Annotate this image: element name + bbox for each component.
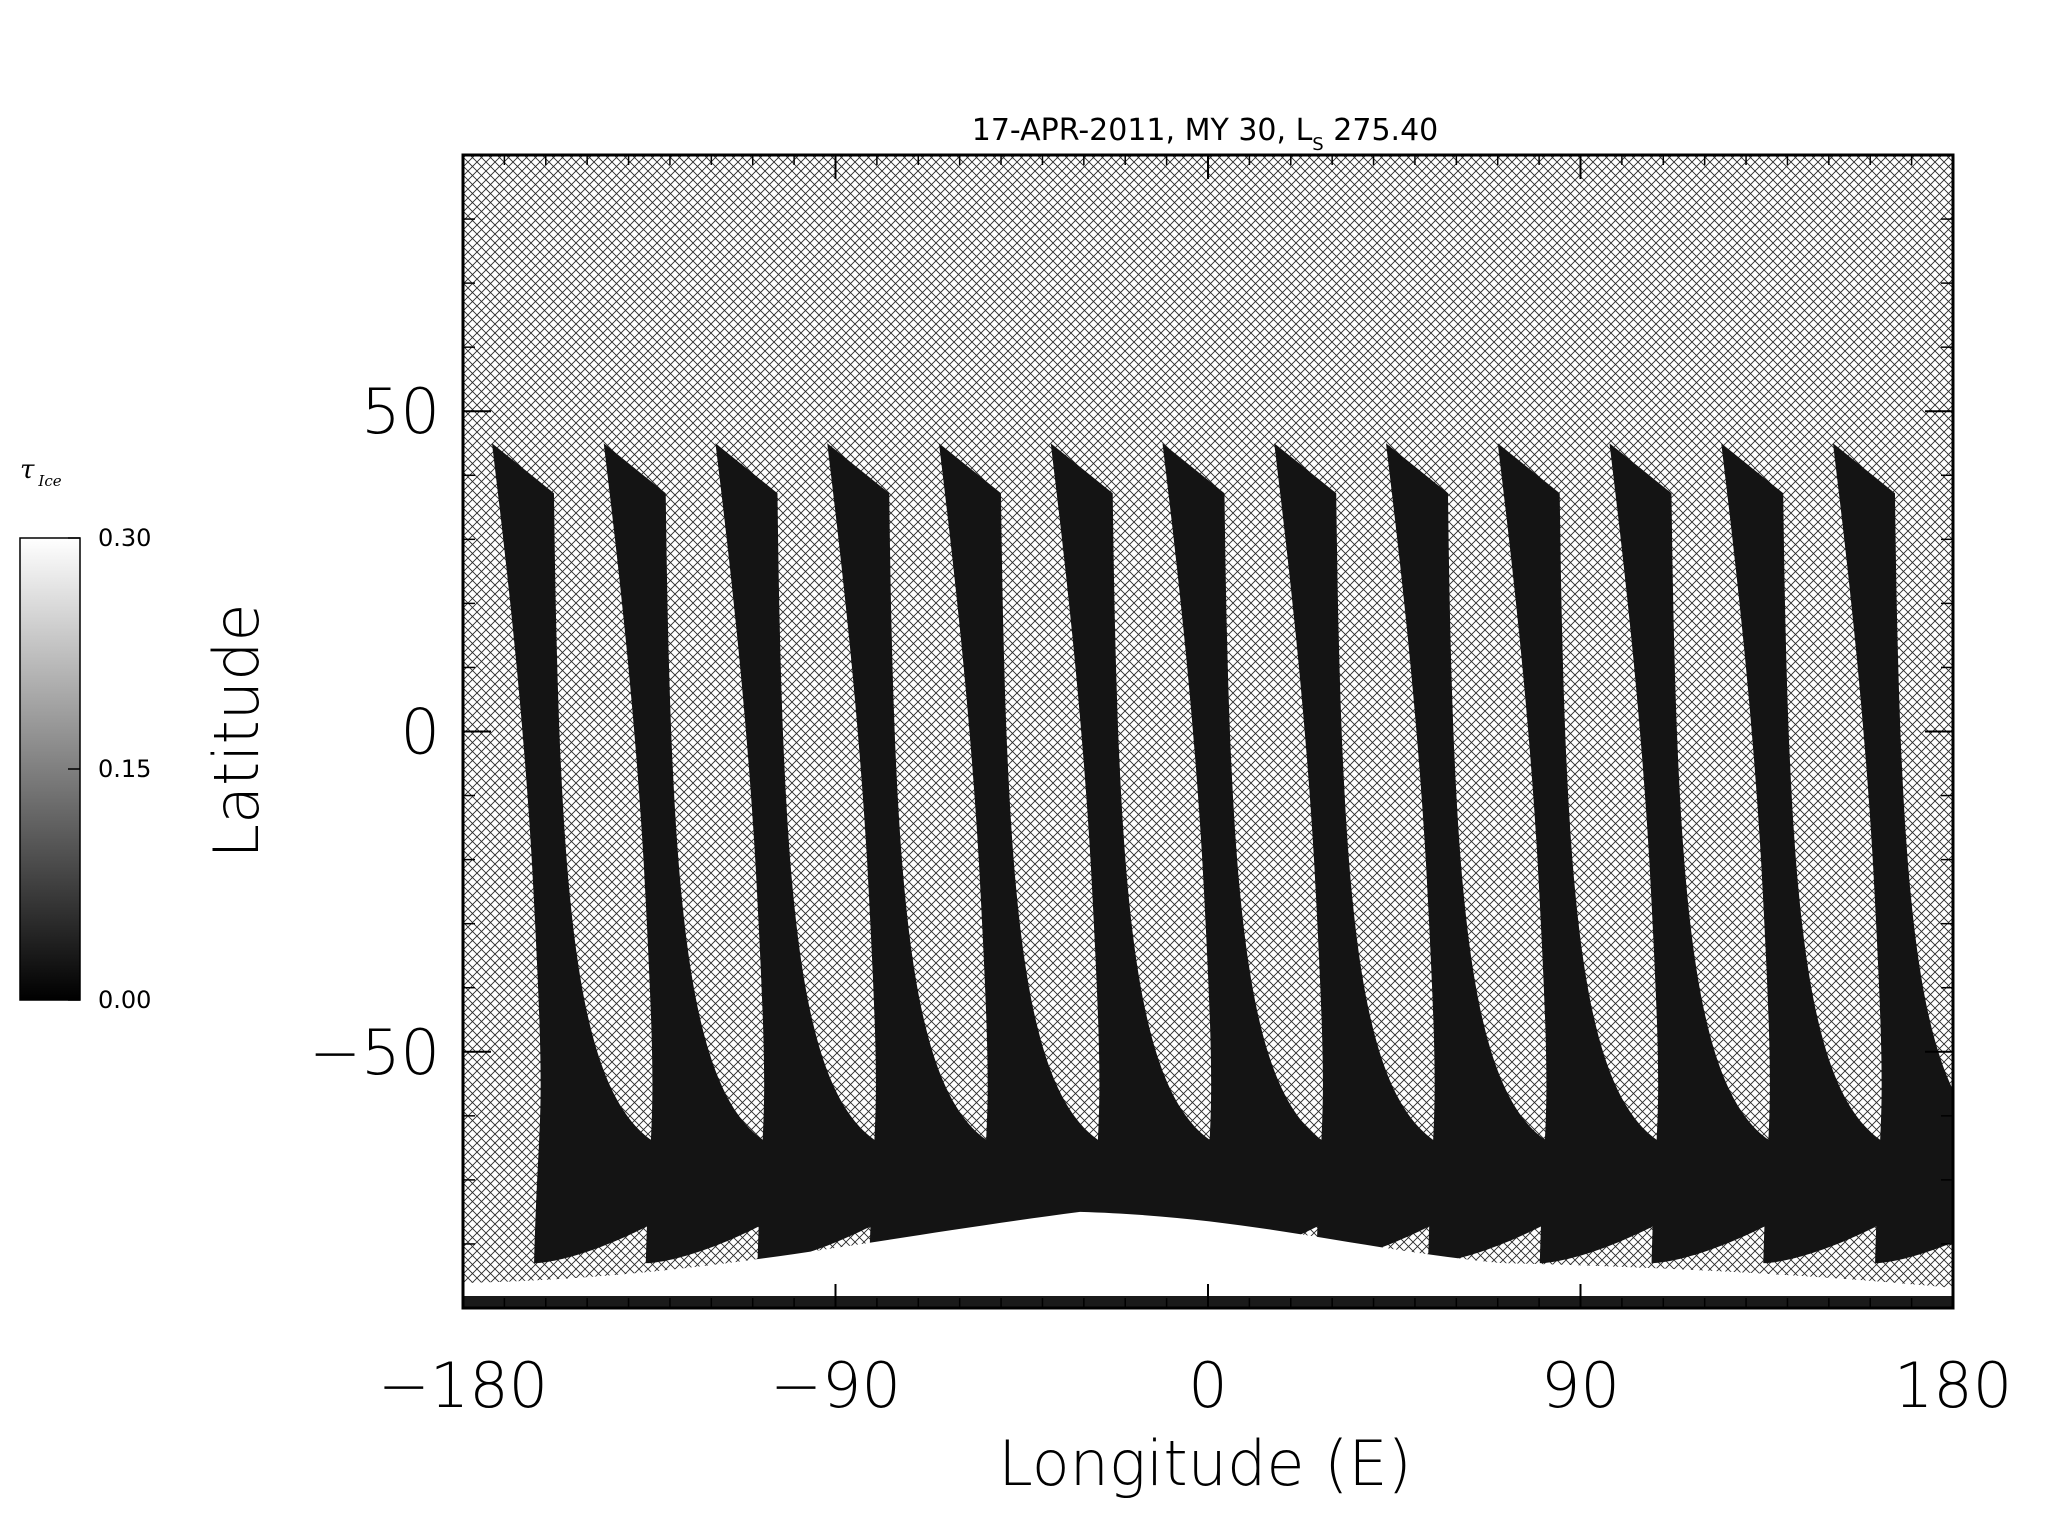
title-subscript: S	[1312, 134, 1323, 155]
swath-13	[1832, 443, 1953, 1264]
swath-11	[1609, 443, 1799, 1264]
swath-7	[1162, 443, 1352, 1264]
major-ticks	[462, 155, 1954, 1308]
title-value: 275.40	[1324, 113, 1439, 148]
colorbar-tick-label-1: 0.15	[98, 755, 151, 783]
y-tick-label-2: 50	[361, 375, 440, 448]
south-polar-cap	[463, 1211, 1953, 1308]
swath-8	[1274, 443, 1464, 1264]
swath-2	[603, 443, 793, 1264]
colorbar-tick-label-0: 0.00	[98, 986, 151, 1014]
colorbar-title: τ Ice	[20, 455, 62, 490]
x-tick-label-2: 0	[1188, 1349, 1227, 1422]
swath-layer	[491, 443, 1953, 1264]
swath-12	[1721, 443, 1911, 1264]
y-tick-labels: −50 0 50	[309, 375, 440, 1089]
swath-1	[491, 443, 682, 1264]
y-axis-label: Latitude	[200, 603, 273, 858]
y-tick-label-0: −50	[309, 1016, 440, 1089]
swath-10	[1497, 443, 1687, 1264]
colorbar-ticks: 0.00 0.15 0.30	[68, 524, 151, 1014]
x-tick-label-0: −180	[378, 1349, 548, 1422]
x-tick-label-4: 180	[1894, 1349, 2012, 1422]
swath-9	[1385, 443, 1576, 1264]
colorbar-symbol: τ	[20, 455, 35, 485]
swath-5	[938, 443, 1129, 1264]
y-tick-label-1: 0	[401, 696, 440, 769]
colorbar-tick-label-2: 0.30	[98, 524, 151, 552]
swath-6	[1050, 443, 1240, 1264]
colorbar: τ Ice 0.00 0.15 0.30	[19, 455, 151, 1014]
x-tick-label-3: 90	[1541, 1349, 1620, 1422]
swath-4	[827, 443, 1017, 1264]
title-main: 17-APR-2011, MY 30, L	[972, 113, 1313, 148]
x-tick-label-1: −90	[770, 1349, 901, 1422]
chart-title: 17-APR-2011, MY 30, LS 275.40	[972, 113, 1439, 155]
x-tick-labels: −180 −90 0 90 180	[378, 1349, 2012, 1422]
x-axis-label: Longitude (E)	[998, 1427, 1411, 1500]
swath-3	[715, 443, 905, 1264]
colorbar-subscript: Ice	[37, 472, 61, 490]
